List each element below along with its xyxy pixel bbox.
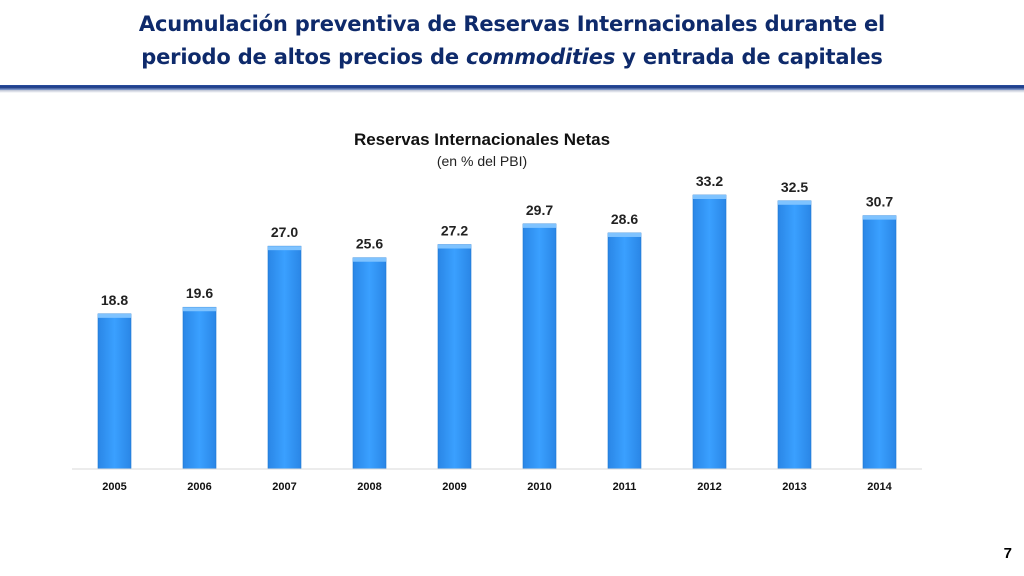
page-number: 7	[1003, 545, 1012, 562]
slide-title-emphasis: commodities	[466, 45, 616, 69]
value-label-2011: 28.6	[611, 211, 638, 227]
bar-2006	[182, 306, 217, 470]
x-tick-label-2007: 2007	[272, 481, 296, 493]
chart-subtitle: (en % del PBI)	[436, 153, 528, 169]
bar-2012	[692, 194, 727, 470]
x-tick-label-2012: 2012	[697, 481, 721, 493]
title-divider-shadow	[0, 90, 1024, 93]
value-label-2013: 32.5	[781, 179, 808, 195]
bar-2010	[522, 223, 557, 470]
bar-2014	[862, 215, 897, 470]
x-tick-label-2008: 2008	[357, 481, 381, 493]
bar-2008	[352, 257, 387, 470]
x-tick-label-2014: 2014	[867, 481, 892, 493]
value-label-2007: 27.0	[271, 224, 298, 240]
x-tick-label-2013: 2013	[782, 481, 806, 493]
bar-2011	[607, 232, 642, 470]
bar-2013	[777, 200, 812, 470]
slide-title-line-1: Acumulación preventiva de Reservas Inter…	[138, 12, 886, 36]
x-tick-labels-layer: 2005 2006 2007 2008 2009 2010 2011 2012 2013 2014	[102, 481, 892, 493]
value-label-2012: 33.2	[696, 173, 723, 189]
slide-title: Acumulación preventiva de Reservas Inter…	[0, 8, 1024, 74]
x-tick-label-2006: 2006	[187, 481, 211, 493]
bar-2007	[267, 245, 302, 470]
x-tick-label-2005: 2005	[102, 481, 126, 493]
value-label-2008: 25.6	[356, 236, 383, 252]
bar-2009	[437, 244, 472, 470]
value-labels-layer: 18.8 19.6 27.0 25.6 27.2 29.7 28.6 33.2 32.5 30.7	[101, 173, 893, 308]
x-tick-label-2011: 2011	[613, 481, 637, 493]
value-label-2006: 19.6	[186, 285, 213, 301]
value-label-2010: 29.7	[526, 202, 553, 218]
slide-title-line-2-end: y entrada de capitales	[615, 45, 883, 69]
bars-layer	[97, 194, 897, 470]
slide-title-line-2: periodo de altos precios de commodities …	[0, 41, 1024, 74]
chart-title: Reservas Internacionales Netas	[353, 130, 611, 149]
value-label-2009: 27.2	[441, 223, 468, 239]
slide-title-line-2-start: periodo de altos precios de	[141, 45, 467, 69]
x-tick-label-2009: 2009	[442, 481, 466, 493]
value-label-2005: 18.8	[101, 292, 128, 308]
value-label-2014: 30.7	[866, 194, 893, 210]
x-tick-label-2010: 2010	[527, 481, 551, 493]
title-divider	[0, 85, 1024, 90]
bar-2005	[97, 313, 132, 470]
